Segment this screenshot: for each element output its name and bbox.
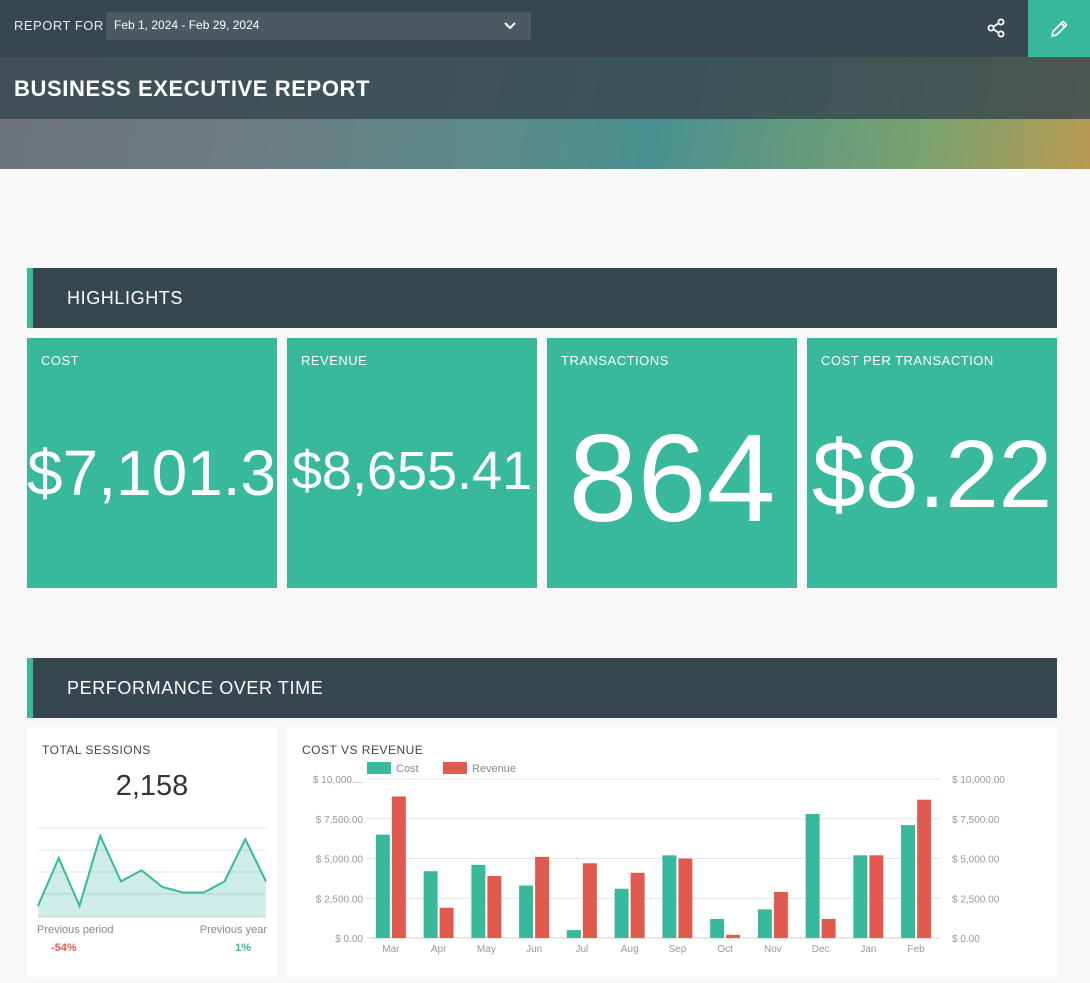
chevron-down-icon: [504, 22, 516, 30]
x-tick-label: Sep: [668, 944, 686, 955]
report-for-label: REPORT FOR: [14, 18, 104, 33]
bar-revenue-dec: [821, 918, 836, 938]
kpi-cost-per-transaction: COST PER TRANSACTION $8.22: [807, 338, 1057, 588]
bar-revenue-oct: [726, 934, 741, 938]
x-tick-label: Jun: [526, 944, 542, 955]
bar-revenue-may: [487, 875, 502, 938]
x-tick-label: Jan: [860, 944, 876, 955]
cost-vs-revenue-chart: $ 0.00 $ 0.00 $ 2,500.00 $ 2,500.00 $ 5,000.…: [313, 775, 1005, 955]
top-bar: REPORT FOR Feb 1, 2024 - Feb 29, 2024: [0, 0, 1090, 57]
cost-vs-revenue-card: COST VS REVENUE Cost Revenue $ 0.00 $ 0.0…: [287, 727, 1057, 977]
kpi-label: COST PER TRANSACTION: [821, 353, 994, 368]
sparkline-line: [37, 832, 267, 909]
highlights-section-header: HIGHLIGHTS: [27, 268, 1057, 328]
bar-revenue-aug: [630, 872, 645, 938]
total-sessions-title: TOTAL SESSIONS: [42, 743, 151, 757]
bar-cost-mar: [375, 834, 390, 938]
legend-swatch-cost: [367, 762, 391, 774]
page-title: BUSINESS EXECUTIVE REPORT: [14, 76, 371, 101]
bar-cost-aug: [614, 888, 629, 938]
bar-revenue-apr: [439, 907, 454, 938]
bar-revenue-mar: [391, 796, 406, 938]
kpi-transactions: TRANSACTIONS 864: [547, 338, 797, 588]
y-tick-label-right: $ 0.00: [952, 934, 980, 945]
performance-section-header: PERFORMANCE OVER TIME: [27, 658, 1057, 718]
y-tick-label-right: $ 2,500.00: [952, 894, 1000, 905]
legend-revenue[interactable]: Revenue: [472, 763, 517, 775]
bar-cost-sep: [662, 855, 677, 938]
x-tick-label: May: [477, 944, 496, 955]
y-tick-label-left: $ 0.00: [335, 934, 363, 945]
performance-heading: PERFORMANCE OVER TIME: [67, 678, 324, 698]
kpi-value: $8.22: [811, 421, 1053, 528]
previous-year-label: Previous year: [199, 924, 267, 936]
x-tick-label: Dec: [812, 944, 830, 955]
bar-cost-nov: [757, 909, 772, 938]
pencil-icon: [1051, 20, 1068, 37]
bar-cost-jul: [566, 930, 581, 938]
legend-swatch-revenue: [443, 762, 467, 774]
bar-cost-oct: [710, 918, 725, 938]
bar-revenue-feb: [917, 799, 932, 938]
kpi-value: 864: [568, 410, 776, 548]
date-range-value: Feb 1, 2024 - Feb 29, 2024: [114, 18, 260, 32]
kpi-revenue: REVENUE $8,655.41: [287, 338, 537, 588]
previous-period-label: Previous period: [37, 924, 114, 936]
total-sessions-value: 2,158: [115, 770, 189, 802]
bar-cost-dec: [805, 813, 820, 938]
bar-cost-jan: [853, 855, 868, 938]
kpi-cost: COST $7,101.31: [27, 338, 277, 588]
bar-revenue-nov: [773, 891, 788, 938]
x-tick-label: Aug: [621, 944, 639, 955]
y-tick-label-left: $ 5,000.00: [316, 855, 364, 866]
y-tick-label-left: $ 10,000....: [313, 775, 363, 786]
share-button[interactable]: [978, 10, 1014, 46]
x-tick-label: Oct: [717, 944, 733, 955]
y-tick-label-right: $ 10,000.00: [952, 775, 1005, 786]
x-tick-label: Feb: [908, 944, 926, 955]
legend-cost[interactable]: Cost: [396, 763, 419, 775]
kpi-label: REVENUE: [301, 353, 368, 368]
date-range-select[interactable]: Feb 1, 2024 - Feb 29, 2024: [106, 12, 531, 40]
bar-cost-feb: [901, 825, 916, 938]
bar-revenue-jun: [535, 856, 550, 938]
share-icon: [987, 18, 1005, 38]
previous-period-value: -54%: [51, 942, 77, 954]
bar-revenue-jul: [582, 863, 597, 938]
bar-revenue-sep: [678, 858, 693, 938]
chart-title: COST VS REVENUE: [302, 743, 424, 757]
y-tick-label-left: $ 7,500.00: [316, 815, 364, 826]
x-tick-label: Mar: [382, 944, 400, 955]
y-tick-label-right: $ 7,500.00: [952, 815, 1000, 826]
edit-button[interactable]: [1028, 0, 1090, 57]
y-tick-label-left: $ 2,500.00: [316, 894, 364, 905]
bar-cost-may: [471, 864, 486, 938]
sparkline-area: [38, 835, 266, 917]
total-sessions-card: TOTAL SESSIONS 2,158 Previous period -54…: [27, 727, 277, 977]
bar-cost-jun: [519, 885, 534, 938]
bar-revenue-jan: [869, 855, 884, 938]
x-tick-label: Jul: [575, 944, 588, 955]
kpi-label: TRANSACTIONS: [561, 353, 669, 368]
bar-cost-apr: [423, 871, 438, 938]
x-tick-label: Nov: [764, 944, 782, 955]
sessions-sparkline: [37, 827, 267, 918]
highlights-heading: HIGHLIGHTS: [67, 288, 184, 308]
previous-year-value: 1%: [235, 942, 251, 954]
kpi-label: COST: [41, 353, 80, 368]
report-banner: BUSINESS EXECUTIVE REPORT: [0, 57, 1090, 169]
kpi-value: $7,101.31: [27, 437, 277, 509]
x-tick-label: Apr: [431, 944, 447, 955]
kpi-value: $8,655.41: [291, 441, 533, 501]
y-tick-label-right: $ 5,000.00: [952, 855, 1000, 866]
